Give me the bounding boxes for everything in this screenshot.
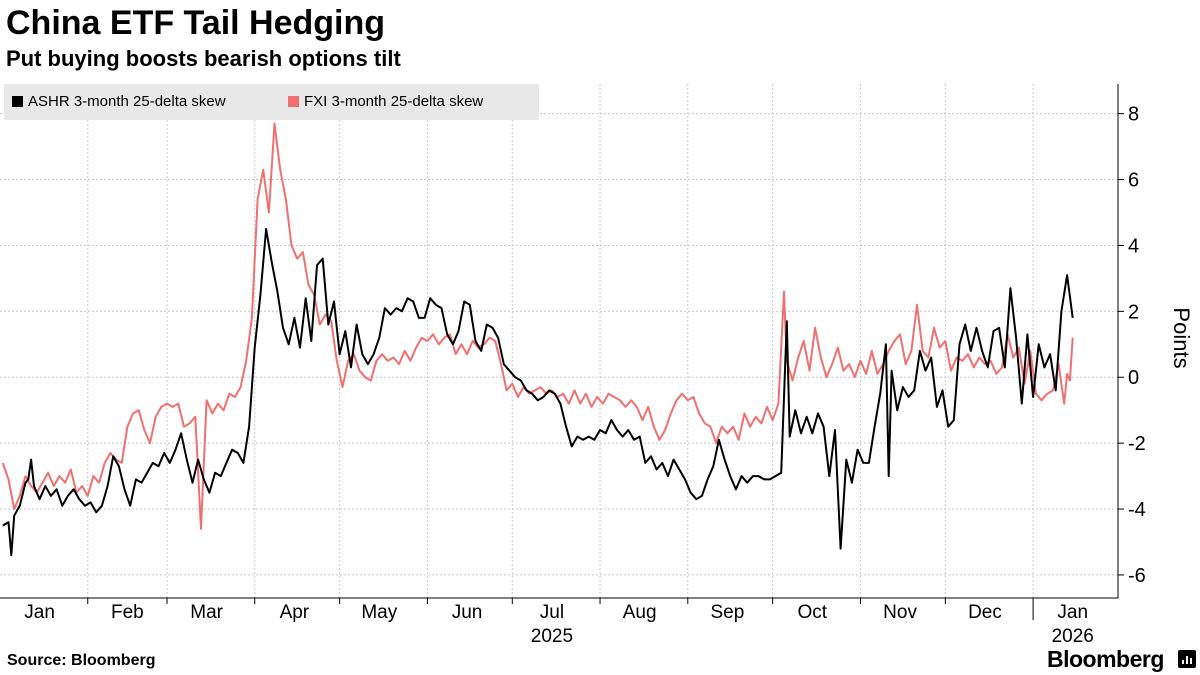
x-tick-label: May [361, 602, 397, 623]
x-year-label: 2025 [531, 626, 573, 647]
y-tick-label: 4 [1128, 235, 1139, 257]
legend-swatch-fxi [288, 96, 299, 107]
legend: ASHR 3-month 25-delta skew FXI 3-month 2… [4, 84, 539, 120]
legend-item-ashr: ASHR 3-month 25-delta skew [12, 93, 226, 110]
x-tick-label: Sep [711, 602, 745, 623]
x-axis: Jan Feb Mar Apr May Jun Jul Aug Sep Oct Nov Dec Jan 2… [0, 597, 1118, 647]
x-tick-label: Nov [883, 602, 917, 623]
chart-title: China ETF Tail Hedging [6, 4, 386, 42]
y-tick-label: -6 [1128, 565, 1146, 587]
source-note: Source: Bloomberg [7, 652, 156, 669]
series-line-fxi [1, 122, 1074, 530]
series-lines [1, 122, 1074, 557]
x-tick-label: Dec [968, 602, 1002, 623]
legend-label-ashr: ASHR 3-month 25-delta skew [28, 93, 226, 110]
y-tick-label: 0 [1128, 367, 1139, 389]
legend-item-fxi: FXI 3-month 25-delta skew [288, 93, 483, 110]
legend-label-fxi: FXI 3-month 25-delta skew [304, 93, 484, 110]
gridlines [0, 84, 1118, 598]
legend-swatch-ashr [12, 96, 23, 107]
y-axis-label: Points [1169, 307, 1194, 368]
y-tick-label: -2 [1128, 433, 1146, 455]
x-tick-label: Apr [280, 602, 310, 623]
y-tick-label: -4 [1128, 499, 1146, 521]
chart-subtitle: Put buying boosts bearish options tilt [6, 46, 401, 71]
x-tick-label: Mar [190, 602, 223, 623]
y-axis: -6 -4 -2 0 2 4 6 8 [1117, 84, 1146, 598]
brand-logo: Bloomberg [1047, 646, 1164, 672]
y-tick-label: 6 [1128, 170, 1139, 192]
x-tick-label: Jan [1057, 602, 1088, 623]
x-year-label: 2026 [1052, 626, 1094, 647]
x-tick-label: Aug [623, 602, 657, 623]
x-tick-label: Feb [111, 602, 144, 623]
bar-chart-icon [1178, 650, 1196, 668]
y-tick-label: 2 [1128, 301, 1139, 323]
x-tick-label: Oct [798, 602, 828, 623]
x-tick-label: Jun [452, 602, 483, 623]
x-tick-label: Jan [24, 602, 55, 623]
series-line-ashr [2, 228, 1074, 557]
x-tick-label: Jul [540, 602, 564, 623]
y-tick-label: 8 [1128, 104, 1139, 126]
